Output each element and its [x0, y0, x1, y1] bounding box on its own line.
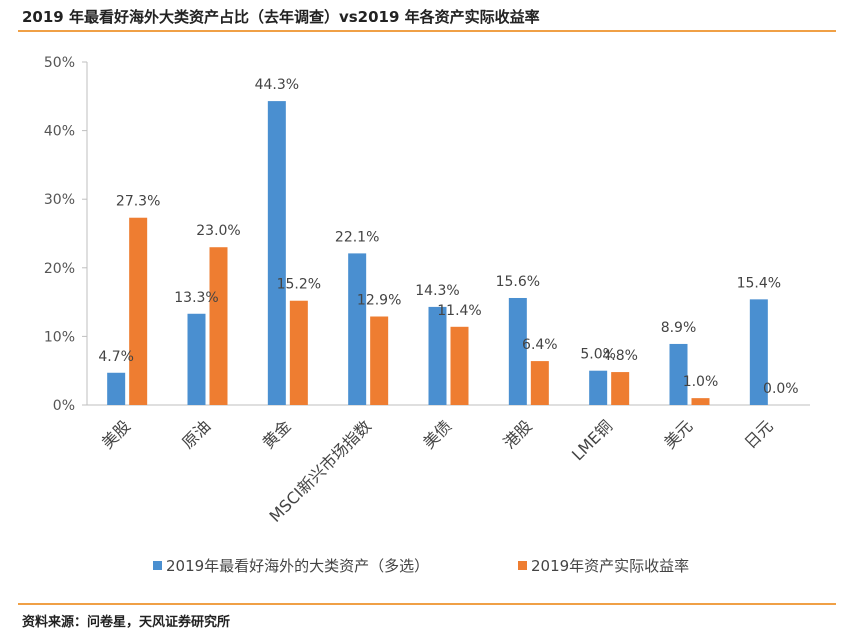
bar-1 [589, 370, 608, 405]
bar-1 [508, 297, 527, 405]
y-tick-label: 50% [44, 55, 75, 71]
category-label: LME铜 [568, 416, 616, 464]
bars [107, 101, 768, 406]
data-label: 4.7% [98, 349, 134, 365]
bar-1 [187, 313, 206, 405]
data-label: 22.1% [335, 229, 379, 245]
legend-label: 2019年最看好海外的大类资产（多选） [166, 557, 429, 575]
data-label: 12.9% [357, 293, 401, 309]
data-label: 15.6% [496, 274, 540, 290]
data-label: 4.8% [602, 348, 638, 364]
legend-swatch [153, 561, 162, 570]
data-label: 6.4% [522, 337, 558, 353]
axes [86, 62, 810, 406]
bar-1 [428, 306, 447, 405]
bar-2 [209, 247, 228, 405]
y-tick-label: 0% [53, 398, 75, 414]
data-label: 23.0% [196, 223, 240, 239]
y-tick-label: 30% [44, 192, 75, 208]
data-label: 44.3% [255, 77, 299, 93]
bar-2 [129, 217, 148, 405]
legend: 2019年最看好海外的大类资产（多选） 2019年资产实际收益率 [153, 557, 689, 575]
y-tick-label: 40% [44, 124, 75, 140]
bar-1 [267, 101, 286, 406]
data-label: 11.4% [437, 303, 481, 319]
data-label: 1.0% [683, 374, 719, 390]
data-label: 0.0% [763, 381, 799, 397]
bar-chart: 0% 10% 20% 30% 40% 50% 4.7% 27.3% 13.3% 23.0% 44.… [44, 55, 810, 575]
category-label: 美债 [419, 416, 455, 452]
data-label: 27.3% [116, 194, 160, 210]
data-label: 8.9% [661, 320, 697, 336]
data-label: 15.4% [737, 275, 781, 291]
category-label: 美元 [660, 416, 696, 452]
bar-2 [530, 361, 549, 405]
bar-2 [289, 300, 308, 405]
category-label: 美股 [98, 416, 134, 452]
chart-title: 2019 年最看好海外大类资产占比（去年调查）vs2019 年各资产实际收益率 [22, 8, 540, 26]
y-tick-label: 10% [44, 329, 75, 345]
bar-2 [611, 372, 630, 405]
data-labels: 4.7% 27.3% 13.3% 23.0% 44.3% 15.2% 22.1% 12.9% 1… [98, 77, 798, 397]
bar-2 [370, 316, 389, 405]
category-label: 日元 [741, 416, 777, 452]
bottom-divider [18, 603, 836, 605]
bar-1 [669, 343, 688, 405]
data-label: 14.3% [415, 283, 459, 299]
data-label: 15.2% [277, 277, 321, 293]
bar-1 [749, 299, 768, 405]
legend-label: 2019年资产实际收益率 [531, 557, 689, 575]
bar-2 [691, 398, 710, 405]
category-label: 原油 [178, 416, 214, 452]
data-label: 5.0% [580, 347, 616, 363]
y-axis-ticks: 0% 10% 20% 30% 40% 50% [44, 55, 87, 414]
y-tick-label: 20% [44, 261, 75, 277]
legend-swatch [518, 561, 527, 570]
bar-2 [450, 326, 469, 405]
bar-1 [348, 253, 367, 405]
bar-1 [107, 372, 126, 405]
data-label: 13.3% [174, 290, 218, 306]
category-label: 港股 [500, 416, 536, 452]
source-note: 资料来源：问卷星，天风证券研究所 [22, 615, 231, 630]
category-label: 黄金 [259, 416, 295, 452]
top-divider [18, 30, 836, 32]
